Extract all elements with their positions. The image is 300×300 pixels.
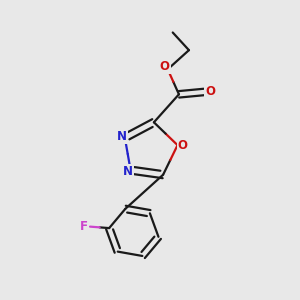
Text: O: O	[160, 60, 170, 73]
Text: O: O	[206, 85, 215, 98]
Text: N: N	[117, 130, 127, 143]
Text: O: O	[178, 139, 188, 152]
Text: F: F	[80, 220, 88, 233]
Text: N: N	[123, 165, 133, 178]
